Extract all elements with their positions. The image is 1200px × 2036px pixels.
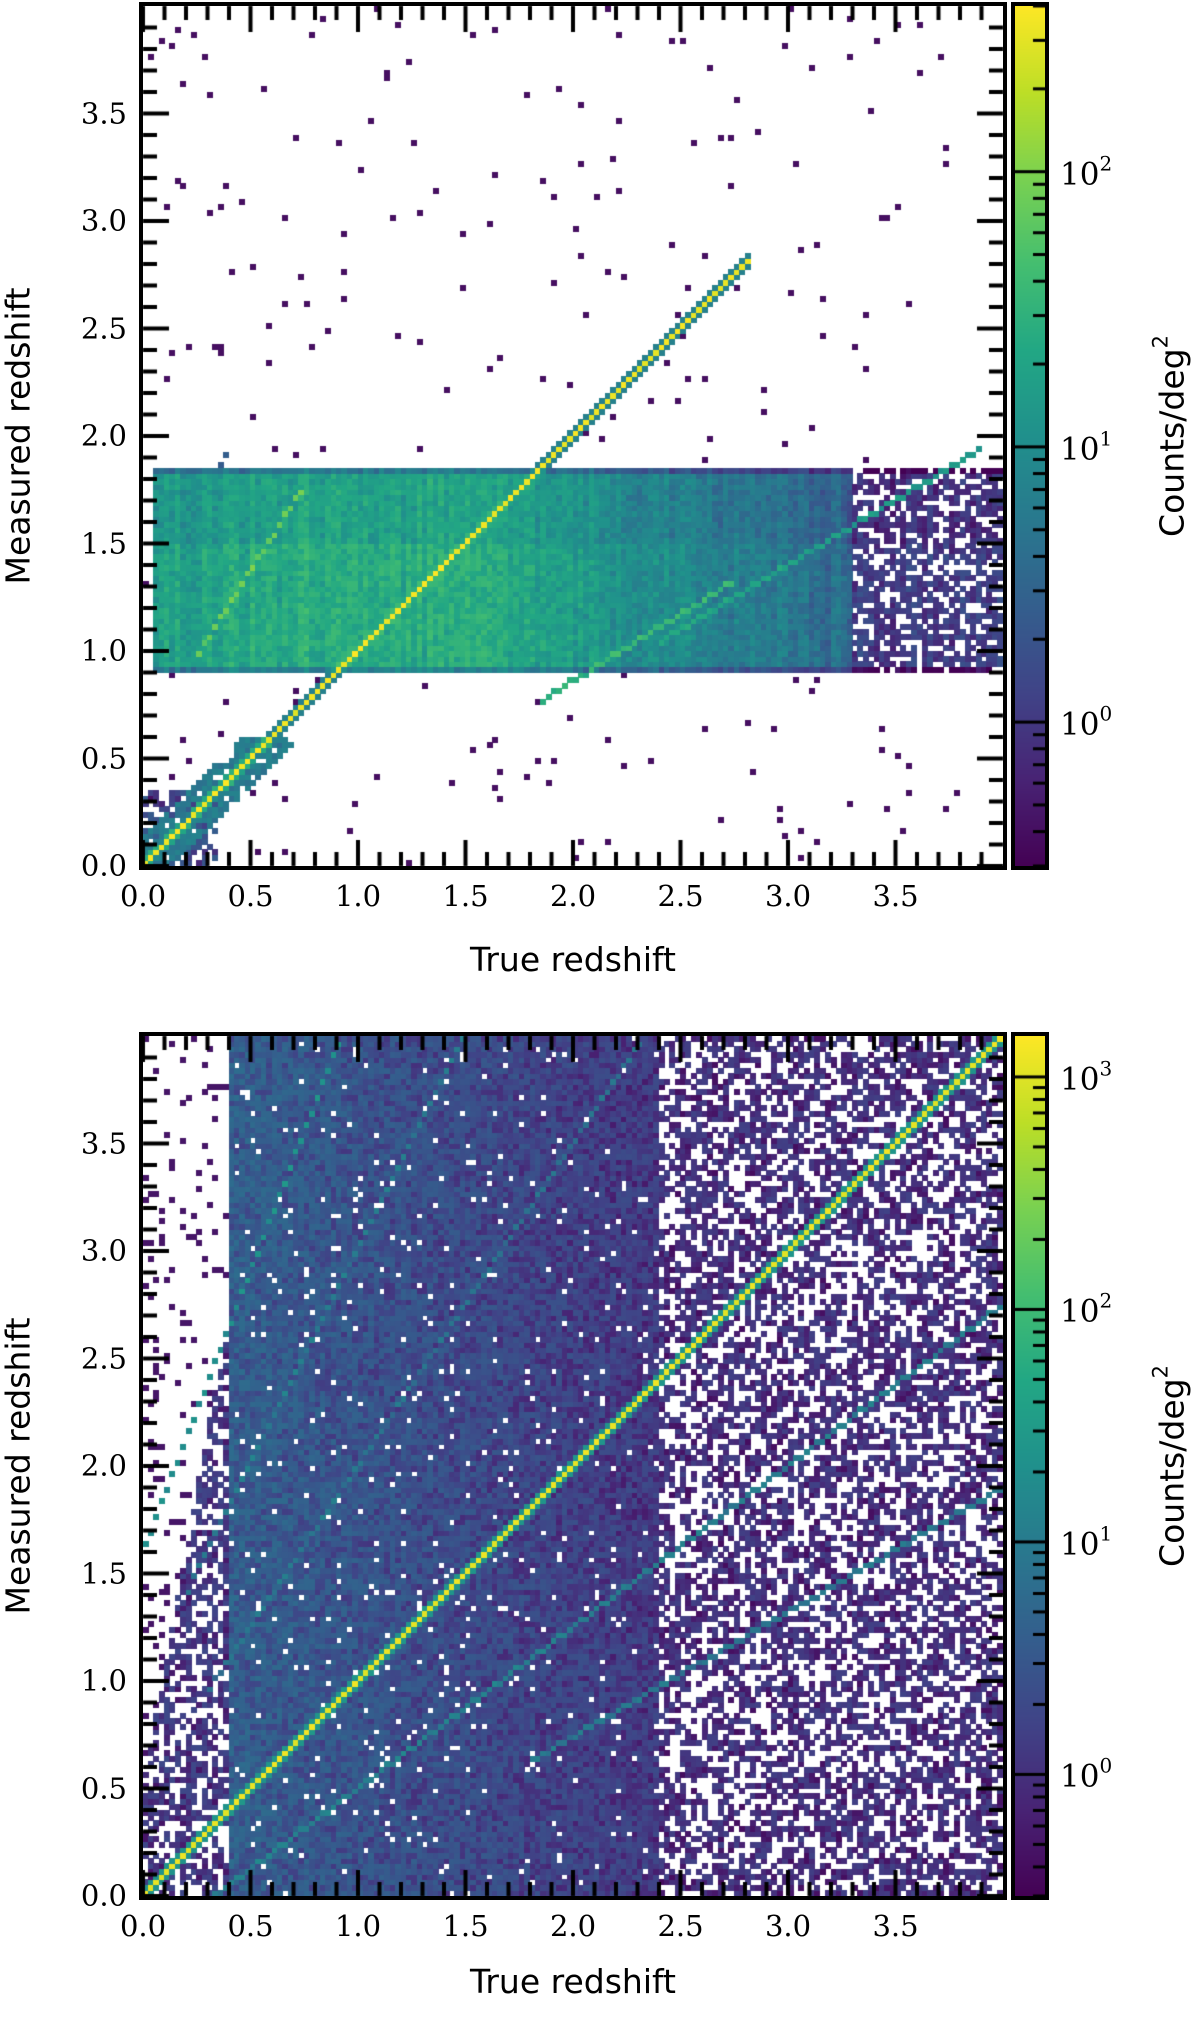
bottom-heatmap bbox=[143, 1036, 1003, 1896]
x-tick-label: 2.0 bbox=[549, 1909, 597, 1943]
y-tick-label: 0.5 bbox=[80, 741, 127, 775]
y-tick-label: 3.0 bbox=[80, 1233, 127, 1268]
colorbar-tick-label: 101 bbox=[1060, 426, 1113, 468]
x-tick-label: 0.5 bbox=[227, 879, 274, 913]
x-tick-label: 0.0 bbox=[119, 1909, 167, 1943]
x-tick-label: 2.0 bbox=[549, 879, 597, 913]
top-x-axis-label: True redshift bbox=[470, 940, 676, 979]
y-tick-label: 3.5 bbox=[80, 96, 127, 130]
top-plot-area bbox=[139, 2, 1007, 870]
y-tick-label: 2.0 bbox=[80, 418, 127, 453]
y-tick-label: 2.5 bbox=[80, 311, 127, 345]
x-tick-label: 3.5 bbox=[872, 879, 919, 913]
bottom-colorbar-label: Counts/deg2 bbox=[1148, 1365, 1192, 1567]
top-y-axis-label: Measured redshift bbox=[0, 287, 38, 585]
bottom-plot-area bbox=[139, 1032, 1007, 1900]
y-tick-label: 0.0 bbox=[80, 848, 127, 883]
y-tick-label: 1.0 bbox=[80, 1663, 127, 1698]
top-heatmap bbox=[143, 6, 1003, 866]
colorbar-tick-label: 100 bbox=[1060, 1753, 1113, 1795]
x-tick-label: 1.0 bbox=[334, 1909, 382, 1943]
x-tick-label: 3.0 bbox=[764, 1909, 812, 1943]
top-colorbar-gradient bbox=[1015, 6, 1045, 866]
bottom-colorbar-gradient bbox=[1015, 1036, 1045, 1896]
y-tick-label: 1.5 bbox=[80, 526, 127, 560]
colorbar-tick-label: 102 bbox=[1060, 151, 1113, 193]
y-tick-label: 3.5 bbox=[80, 1126, 127, 1160]
bottom-y-axis-label: Measured redshift bbox=[0, 1317, 38, 1615]
x-tick-label: 1.0 bbox=[334, 879, 382, 913]
x-tick-label: 1.5 bbox=[442, 1909, 489, 1943]
colorbar-tick-label: 101 bbox=[1060, 1521, 1113, 1563]
y-tick-label: 0.5 bbox=[80, 1771, 127, 1805]
y-tick-label: 2.0 bbox=[80, 1448, 127, 1483]
y-tick-label: 0.0 bbox=[80, 1878, 127, 1913]
x-tick-label: 0.5 bbox=[227, 1909, 274, 1943]
y-tick-label: 1.5 bbox=[80, 1556, 127, 1590]
y-tick-label: 3.0 bbox=[80, 203, 127, 238]
bottom-heatmap-panel: 0.0 0.5 1.0 1.5 2.0 2.5 3.0 3.5 0.0 0.5 1.0 1.5 2.0… bbox=[0, 1030, 1200, 2036]
bottom-x-axis-label: True redshift bbox=[470, 1962, 676, 2001]
bottom-colorbar bbox=[1011, 1032, 1049, 1900]
y-tick-label: 2.5 bbox=[80, 1341, 127, 1375]
x-tick-label: 3.0 bbox=[764, 879, 812, 913]
x-tick-label: 2.5 bbox=[657, 1909, 704, 1943]
x-tick-label: 2.5 bbox=[657, 879, 704, 913]
colorbar-tick-label: 100 bbox=[1060, 701, 1113, 743]
x-tick-label: 0.0 bbox=[119, 879, 167, 913]
colorbar-tick-label: 102 bbox=[1060, 1288, 1113, 1330]
x-tick-label: 3.5 bbox=[872, 1909, 919, 1943]
top-colorbar-label: Counts/deg2 bbox=[1148, 335, 1192, 537]
top-colorbar bbox=[1011, 2, 1049, 870]
x-tick-label: 1.5 bbox=[442, 879, 489, 913]
colorbar-tick-label: 103 bbox=[1060, 1056, 1113, 1098]
top-heatmap-panel: 0.0 0.5 1.0 1.5 2.0 2.5 3.0 3.5 0.0 0.5 1.0 1.5 2.0… bbox=[0, 0, 1200, 1006]
y-tick-label: 1.0 bbox=[80, 633, 127, 668]
